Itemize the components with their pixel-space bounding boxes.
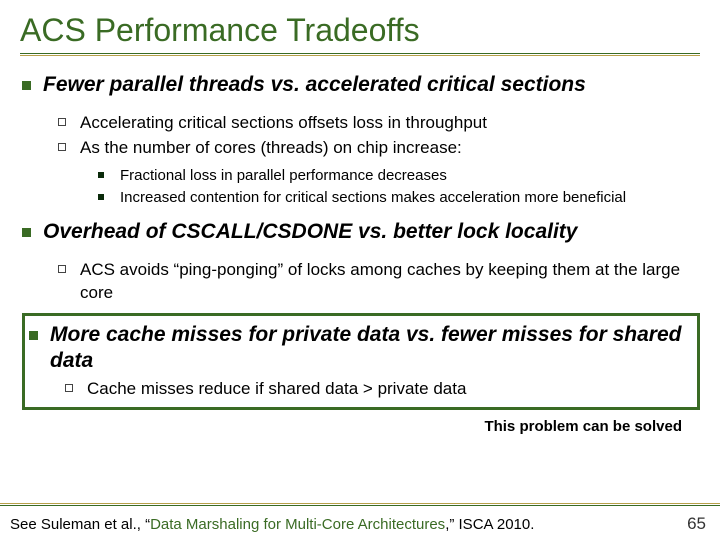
open-square-bullet-icon xyxy=(58,118,66,126)
list-item: ACS avoids “ping-ponging” of locks among… xyxy=(80,259,700,305)
footer-suffix: ,” ISCA 2010. xyxy=(445,516,534,533)
list-item: Fractional loss in parallel performance … xyxy=(120,166,447,186)
page-number: 65 xyxy=(687,514,706,534)
square-bullet-icon xyxy=(22,81,31,90)
section-1-items: Accelerating critical sections offsets l… xyxy=(58,112,700,160)
footer-reference: See Suleman et al., “Data Marshaling for… xyxy=(10,516,534,533)
list-item: Increased contention for critical sectio… xyxy=(120,188,626,208)
list-item: Cache misses reduce if shared data > pri… xyxy=(87,378,466,401)
footer-prefix: See Suleman et al., “ xyxy=(10,516,150,533)
footer: See Suleman et al., “Data Marshaling for… xyxy=(10,514,706,534)
title-underline xyxy=(20,53,700,56)
section-2-items: ACS avoids “ping-ponging” of locks among… xyxy=(58,259,700,305)
square-bullet-icon xyxy=(22,228,31,237)
open-square-bullet-icon xyxy=(58,265,66,273)
section-heading: Fewer parallel threads vs. accelerated c… xyxy=(43,72,586,98)
section-1-subitems: Fractional loss in parallel performance … xyxy=(98,166,700,209)
open-square-bullet-icon xyxy=(65,384,73,392)
section-1: Fewer parallel threads vs. accelerated c… xyxy=(22,72,700,98)
slide-body: Fewer parallel threads vs. accelerated c… xyxy=(20,72,700,435)
section-2: Overhead of CSCALL/CSDONE vs. better loc… xyxy=(22,219,700,245)
section-heading: More cache misses for private data vs. f… xyxy=(50,322,693,375)
square-bullet-icon xyxy=(29,331,38,340)
small-square-bullet-icon xyxy=(98,194,104,200)
callout-text: This problem can be solved xyxy=(22,418,700,435)
small-square-bullet-icon xyxy=(98,172,104,178)
highlighted-section: More cache misses for private data vs. f… xyxy=(22,313,700,410)
slide-title: ACS Performance Tradeoffs xyxy=(20,12,700,49)
footer-ref-title: Data Marshaling for Multi-Core Architect… xyxy=(150,516,445,533)
section-heading: Overhead of CSCALL/CSDONE vs. better loc… xyxy=(43,219,577,245)
list-item: As the number of cores (threads) on chip… xyxy=(80,137,462,160)
list-item: Accelerating critical sections offsets l… xyxy=(80,112,487,135)
open-square-bullet-icon xyxy=(58,143,66,151)
footer-rule xyxy=(0,503,720,506)
